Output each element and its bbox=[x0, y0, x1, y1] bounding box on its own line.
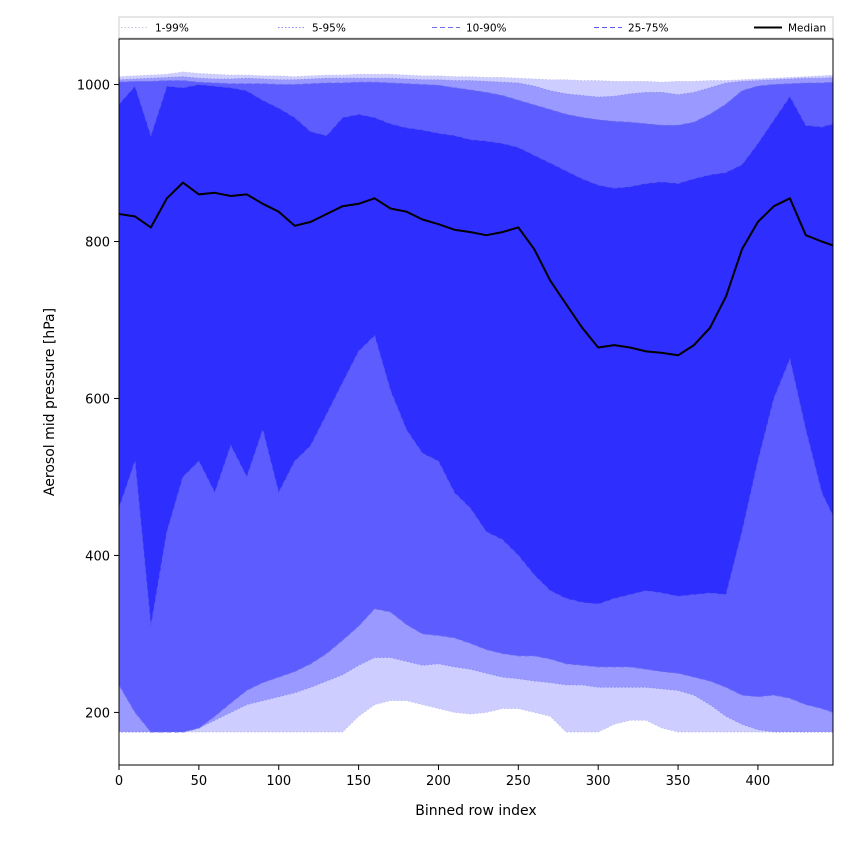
band-upper-edge bbox=[119, 71, 833, 83]
legend-label: 10-90% bbox=[466, 23, 507, 35]
plot-frame bbox=[118, 38, 834, 766]
y-axis-label: Aerosol mid pressure [hPa] bbox=[42, 308, 58, 496]
x-tick-label: 100 bbox=[266, 774, 291, 789]
x-tick-label: 350 bbox=[666, 774, 691, 789]
x-tick-label: 50 bbox=[191, 774, 208, 789]
legend-label: Median bbox=[788, 23, 826, 35]
y-tick-label: 800 bbox=[85, 235, 110, 250]
median-line bbox=[119, 181, 833, 357]
y-tick-label: 400 bbox=[85, 549, 110, 564]
x-tick-label: 400 bbox=[746, 774, 771, 789]
y-tick-label: 600 bbox=[85, 392, 110, 407]
x-tick-label: 300 bbox=[586, 774, 611, 789]
x-tick-label: 200 bbox=[426, 774, 451, 789]
band-upper-edge bbox=[119, 84, 833, 189]
legend-box bbox=[118, 16, 834, 39]
band-25-75pct bbox=[119, 84, 833, 627]
x-tick-label: 0 bbox=[115, 774, 123, 789]
band-upper-edge bbox=[119, 76, 833, 98]
percentile-bands bbox=[119, 71, 833, 733]
x-axis: 0 50 100 150 200 250 300 350 400 bbox=[115, 765, 770, 789]
y-axis: 200 400 600 800 1000 bbox=[77, 79, 119, 721]
legend-label: 25-75% bbox=[628, 23, 669, 35]
legend-label: 5-95% bbox=[312, 23, 346, 35]
band-lower-edge bbox=[119, 334, 833, 627]
x-axis-label: Binned row index bbox=[415, 803, 536, 819]
median-series bbox=[119, 181, 833, 357]
legend: 1-99% 5-95% 10-90% 25-75% Median bbox=[118, 16, 834, 39]
band-lower-edge bbox=[119, 608, 833, 733]
x-tick-label: 250 bbox=[506, 774, 531, 789]
band-upper-edge bbox=[119, 80, 833, 126]
x-tick-label: 150 bbox=[346, 774, 371, 789]
y-tick-label: 200 bbox=[85, 706, 110, 721]
legend-label: 1-99% bbox=[155, 23, 189, 35]
y-tick-label: 1000 bbox=[77, 79, 110, 94]
band-lower-edge bbox=[119, 657, 833, 733]
